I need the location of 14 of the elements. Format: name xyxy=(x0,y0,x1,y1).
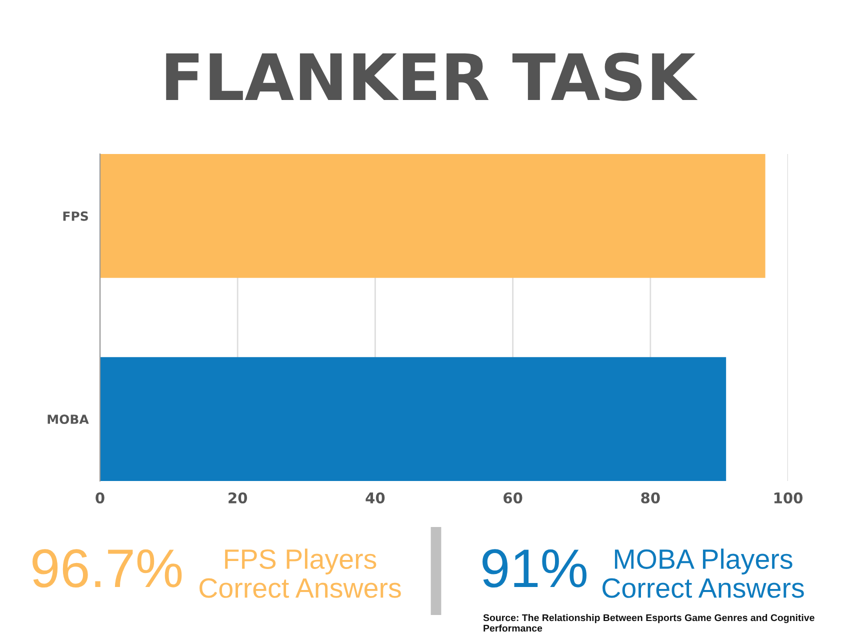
x-tick-label: 40 xyxy=(366,492,385,504)
x-tick-label: 60 xyxy=(504,492,522,504)
x-tick-label: 0 xyxy=(96,492,104,504)
x-tick-label: 20 xyxy=(228,492,248,504)
text: FPS Players Correct Answers xyxy=(200,548,401,598)
y-tick-label: FPS xyxy=(63,211,88,221)
text: 96.7% xyxy=(32,549,182,588)
source-note: Source: The Relationship Between Esports Game Genres and Cognitive Performance xyxy=(483,614,814,632)
chart-title: FLANKER TASK xyxy=(166,52,698,101)
x-tick-label: 100 xyxy=(774,492,803,504)
text: 91% xyxy=(482,549,586,588)
y-tick-label: MOBA xyxy=(48,414,89,424)
text: MOBA Players Correct Answers xyxy=(602,548,804,598)
x-tick-label: 80 xyxy=(641,492,660,504)
